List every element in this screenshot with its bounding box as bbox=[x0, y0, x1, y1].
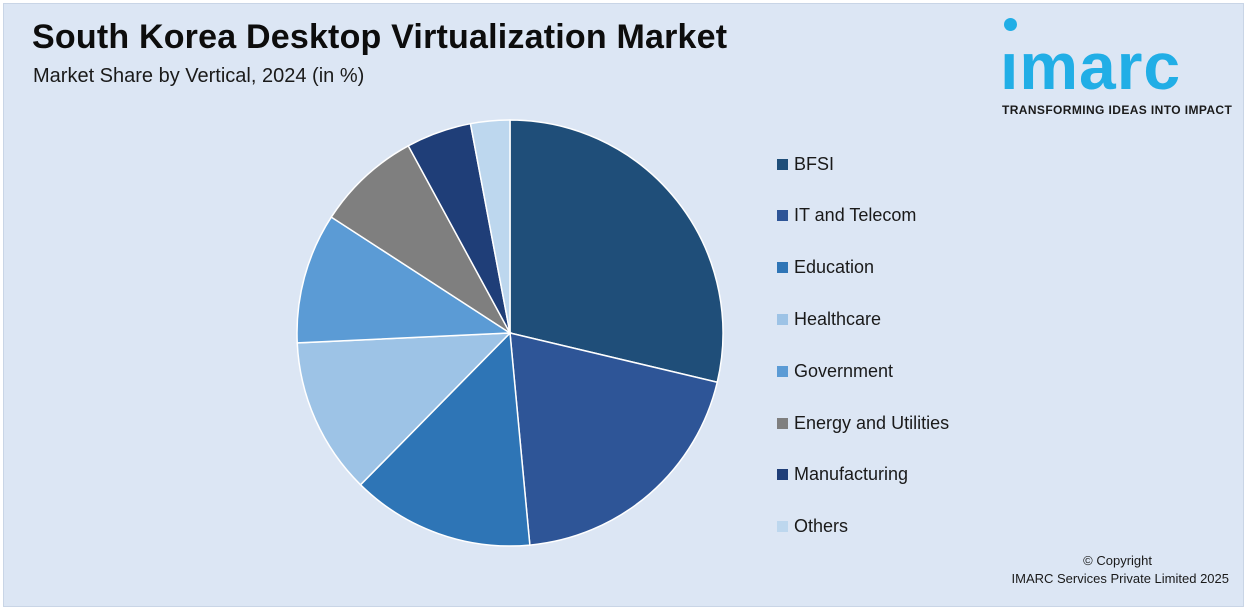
legend-label: BFSI bbox=[794, 153, 835, 174]
legend-item: IT and Telecom bbox=[777, 204, 916, 228]
copyright-notice: © Copyright IMARC Services Private Limit… bbox=[1012, 552, 1229, 588]
legend-item: Education bbox=[777, 256, 874, 280]
legend-label: IT and Telecom bbox=[794, 205, 917, 226]
legend-label: Others bbox=[794, 516, 849, 537]
legend-label: Energy and Utilities bbox=[794, 412, 950, 433]
legend-item: Healthcare bbox=[777, 307, 881, 331]
chart-title: South Korea Desktop Virtualization Marke… bbox=[32, 18, 728, 56]
pie-slice-education bbox=[359, 331, 531, 547]
legend-item: Energy and Utilities bbox=[777, 411, 949, 435]
pie-slice-others bbox=[469, 119, 511, 334]
legend-label: Government bbox=[794, 360, 894, 381]
legend-swatch bbox=[777, 262, 788, 274]
pie-slice-bfsi bbox=[509, 119, 724, 384]
legend-swatch bbox=[777, 158, 788, 170]
legend-item: Others bbox=[777, 515, 848, 539]
legend-item: BFSI bbox=[777, 152, 834, 176]
legend-label: Education bbox=[794, 257, 875, 278]
legend-swatch bbox=[777, 210, 788, 222]
copyright-line-2: IMARC Services Private Limited 2025 bbox=[1011, 571, 1229, 586]
legend-item: Government bbox=[777, 359, 893, 383]
legend-swatch bbox=[777, 417, 788, 429]
pie-slice-government bbox=[296, 216, 513, 344]
imarc-logo: ımarc TRANSFORMING IDEAS INTO IMPACT bbox=[1000, 16, 1240, 121]
chart-subtitle: Market Share by Vertical, 2024 (in %) bbox=[33, 65, 365, 87]
pie-slice-it-and-telecom bbox=[509, 332, 719, 546]
logo-wordmark: ımarc bbox=[1000, 29, 1182, 103]
legend-swatch bbox=[777, 469, 788, 481]
copyright-line-1: © Copyright bbox=[1083, 553, 1152, 568]
legend-label: Manufacturing bbox=[794, 464, 909, 485]
legend-item: Manufacturing bbox=[777, 463, 908, 487]
logo-tagline: TRANSFORMING IDEAS INTO IMPACT bbox=[1002, 103, 1233, 117]
legend-swatch bbox=[777, 365, 788, 377]
pie-slice-energy-and-utilities bbox=[330, 144, 511, 334]
legend-swatch bbox=[777, 521, 788, 533]
legend-label: Healthcare bbox=[794, 308, 882, 329]
logo-dot-icon bbox=[1004, 18, 1017, 31]
legend-swatch bbox=[777, 313, 788, 325]
pie-slice-healthcare bbox=[296, 332, 512, 486]
